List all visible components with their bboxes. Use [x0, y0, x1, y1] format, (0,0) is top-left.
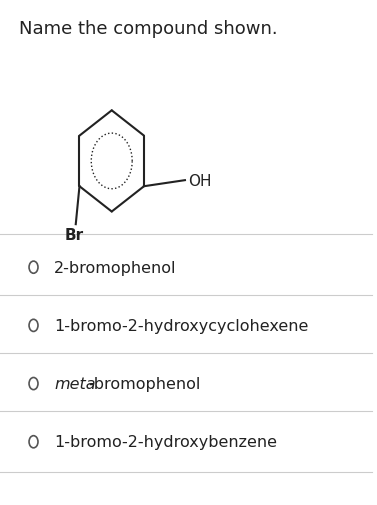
Text: OH: OH: [188, 173, 211, 188]
Text: 2-bromophenol: 2-bromophenol: [54, 260, 176, 275]
Text: Name the compound shown.: Name the compound shown.: [18, 20, 277, 38]
Text: 1-bromo-2-hydroxybenzene: 1-bromo-2-hydroxybenzene: [54, 434, 277, 449]
Text: meta: meta: [54, 376, 95, 391]
Text: 1-bromo-2-hydroxycyclohexene: 1-bromo-2-hydroxycyclohexene: [54, 318, 308, 333]
Text: -bromophenol: -bromophenol: [88, 376, 201, 391]
Text: Br: Br: [64, 227, 83, 242]
